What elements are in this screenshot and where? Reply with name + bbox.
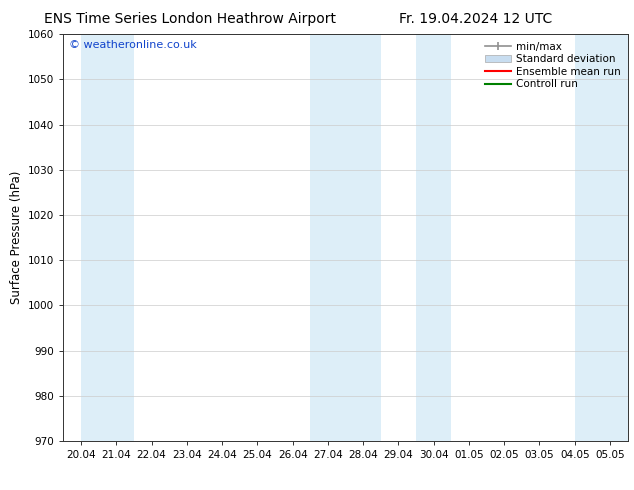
Text: ENS Time Series London Heathrow Airport: ENS Time Series London Heathrow Airport xyxy=(44,12,336,26)
Legend: min/max, Standard deviation, Ensemble mean run, Controll run: min/max, Standard deviation, Ensemble me… xyxy=(481,37,624,94)
Y-axis label: Surface Pressure (hPa): Surface Pressure (hPa) xyxy=(10,171,23,304)
Text: © weatheronline.co.uk: © weatheronline.co.uk xyxy=(69,40,197,50)
Bar xyxy=(310,34,381,441)
Bar xyxy=(81,34,134,441)
Bar xyxy=(575,34,628,441)
Text: Fr. 19.04.2024 12 UTC: Fr. 19.04.2024 12 UTC xyxy=(399,12,552,26)
Bar xyxy=(416,34,451,441)
